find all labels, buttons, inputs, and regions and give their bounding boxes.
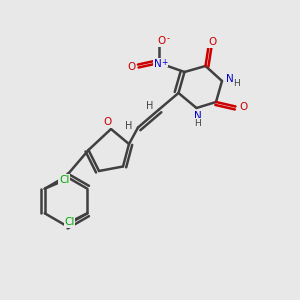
- Text: -: -: [167, 34, 170, 43]
- Text: O: O: [157, 36, 166, 46]
- Text: N: N: [154, 58, 161, 69]
- Text: Cl: Cl: [64, 217, 74, 227]
- Text: O: O: [208, 37, 216, 47]
- Text: H: H: [194, 118, 201, 127]
- Text: N: N: [226, 74, 233, 85]
- Text: H: H: [125, 121, 133, 131]
- Text: Cl: Cl: [59, 175, 69, 185]
- Text: O: O: [104, 117, 112, 128]
- Text: N: N: [194, 111, 201, 122]
- Text: +: +: [161, 58, 168, 67]
- Text: O: O: [239, 101, 247, 112]
- Text: H: H: [146, 101, 154, 111]
- Text: H: H: [233, 80, 240, 88]
- Text: O: O: [127, 62, 135, 73]
